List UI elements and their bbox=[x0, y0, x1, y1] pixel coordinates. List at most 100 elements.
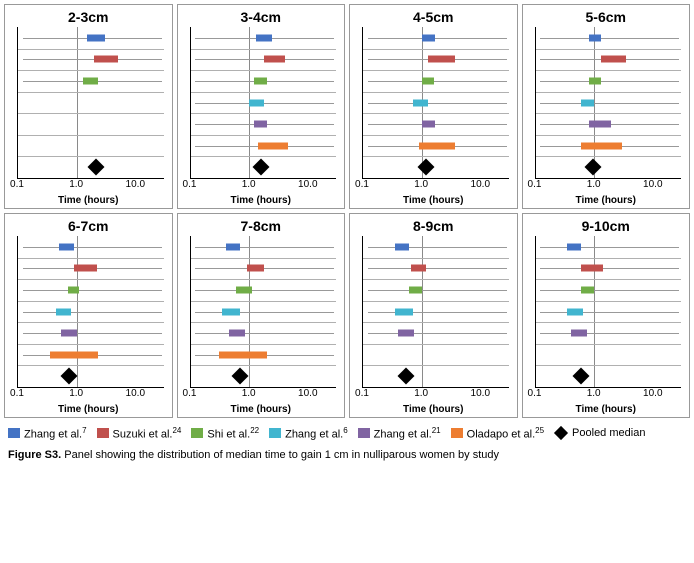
legend-label: Zhang et al.7 bbox=[24, 426, 87, 441]
pooled-diamond bbox=[398, 368, 415, 385]
row-divider bbox=[191, 135, 337, 136]
series-box bbox=[50, 351, 98, 358]
x-tick: 1.0 bbox=[69, 179, 83, 190]
x-axis: 0.11.010.0 bbox=[535, 388, 682, 404]
row-divider bbox=[363, 70, 509, 71]
series-box bbox=[254, 121, 267, 128]
x-tick: 10.0 bbox=[298, 179, 317, 190]
row-divider bbox=[363, 365, 509, 366]
pooled-diamond bbox=[418, 159, 435, 176]
ci-line bbox=[540, 290, 679, 291]
ci-line bbox=[368, 312, 507, 313]
legend-diamond-icon bbox=[554, 426, 568, 440]
x-tick: 10.0 bbox=[126, 388, 145, 399]
ci-line bbox=[540, 268, 679, 269]
x-tick: 10.0 bbox=[471, 388, 490, 399]
series-box bbox=[254, 77, 267, 84]
plot-area bbox=[362, 27, 509, 179]
x-tick: 0.1 bbox=[355, 179, 369, 190]
panel-grid: 2-3cm0.11.010.0Time (hours)3-4cm0.11.010… bbox=[4, 4, 690, 418]
panel-title: 9-10cm bbox=[527, 218, 686, 234]
x-tick: 0.1 bbox=[183, 179, 197, 190]
row-divider bbox=[18, 258, 164, 259]
ci-line bbox=[368, 333, 507, 334]
row-divider bbox=[536, 49, 682, 50]
row-divider bbox=[536, 279, 682, 280]
legend-label: Pooled median bbox=[572, 427, 645, 439]
series-box bbox=[61, 330, 76, 337]
series-box bbox=[419, 142, 455, 149]
x-label: Time (hours) bbox=[9, 195, 168, 206]
legend-label: Suzuki et al.24 bbox=[113, 426, 182, 441]
series-box bbox=[413, 99, 429, 106]
ci-line bbox=[368, 268, 507, 269]
row-divider bbox=[191, 92, 337, 93]
plot-area bbox=[190, 236, 337, 388]
row-divider bbox=[536, 156, 682, 157]
legend-label: Zhang et al.6 bbox=[285, 426, 348, 441]
series-box bbox=[601, 56, 626, 63]
row-divider bbox=[191, 156, 337, 157]
panel: 6-7cm0.11.010.0Time (hours) bbox=[4, 213, 173, 418]
legend-swatch bbox=[8, 428, 20, 438]
ci-line bbox=[540, 333, 679, 334]
x-tick: 10.0 bbox=[643, 388, 662, 399]
panel-title: 7-8cm bbox=[182, 218, 341, 234]
panel: 8-9cm0.11.010.0Time (hours) bbox=[349, 213, 518, 418]
x-tick: 0.1 bbox=[528, 179, 542, 190]
row-divider bbox=[536, 258, 682, 259]
series-box bbox=[571, 330, 587, 337]
series-box bbox=[68, 286, 80, 293]
series-box bbox=[581, 99, 594, 106]
panel: 9-10cm 0.1 1.0 10.0 Time (hours) bbox=[522, 213, 691, 418]
ci-line bbox=[368, 124, 507, 125]
series-box bbox=[581, 142, 622, 149]
x-tick: 0.1 bbox=[528, 388, 542, 399]
ci-line bbox=[540, 103, 679, 104]
row-divider bbox=[18, 279, 164, 280]
pooled-diamond bbox=[232, 368, 249, 385]
row-divider bbox=[363, 156, 509, 157]
panel-title: 8-9cm bbox=[354, 218, 513, 234]
row-divider bbox=[536, 322, 682, 323]
legend-item: Zhang et al.6 bbox=[269, 426, 348, 441]
plot-area bbox=[17, 27, 164, 179]
panel-title: 3-4cm bbox=[182, 9, 341, 25]
row-divider bbox=[18, 49, 164, 50]
x-tick: 1.0 bbox=[587, 388, 601, 399]
panel: 2-3cm0.11.010.0Time (hours) bbox=[4, 4, 173, 209]
x-label: Time (hours) bbox=[527, 404, 686, 415]
ci-line bbox=[195, 268, 334, 269]
x-tick: 1.0 bbox=[414, 388, 428, 399]
x-tick: 0.1 bbox=[10, 388, 24, 399]
panel-title: 6-7cm bbox=[9, 218, 168, 234]
ci-line bbox=[23, 312, 162, 313]
ci-line bbox=[23, 247, 162, 248]
x-tick: 10.0 bbox=[126, 179, 145, 190]
x-axis: 0.11.010.0 bbox=[17, 388, 164, 404]
ci-line bbox=[540, 247, 679, 248]
ci-line bbox=[195, 333, 334, 334]
legend-swatch bbox=[191, 428, 203, 438]
x-tick: 10.0 bbox=[298, 388, 317, 399]
ci-line bbox=[195, 290, 334, 291]
series-box bbox=[94, 56, 117, 63]
series-box bbox=[264, 56, 284, 63]
series-box bbox=[395, 243, 409, 250]
row-divider bbox=[363, 258, 509, 259]
plot-area bbox=[190, 27, 337, 179]
row-divider bbox=[18, 92, 164, 93]
series-box bbox=[56, 308, 71, 315]
x-axis: 0.11.010.0 bbox=[535, 179, 682, 195]
row-divider bbox=[536, 344, 682, 345]
ci-line bbox=[195, 312, 334, 313]
row-divider bbox=[536, 92, 682, 93]
x-label: Time (hours) bbox=[182, 404, 341, 415]
pooled-diamond bbox=[253, 159, 270, 176]
legend-item: Zhang et al.7 bbox=[8, 426, 87, 441]
x-label: Time (hours) bbox=[527, 195, 686, 206]
row-divider bbox=[536, 365, 682, 366]
series-box bbox=[258, 142, 288, 149]
row-divider bbox=[191, 70, 337, 71]
series-box bbox=[398, 330, 414, 337]
